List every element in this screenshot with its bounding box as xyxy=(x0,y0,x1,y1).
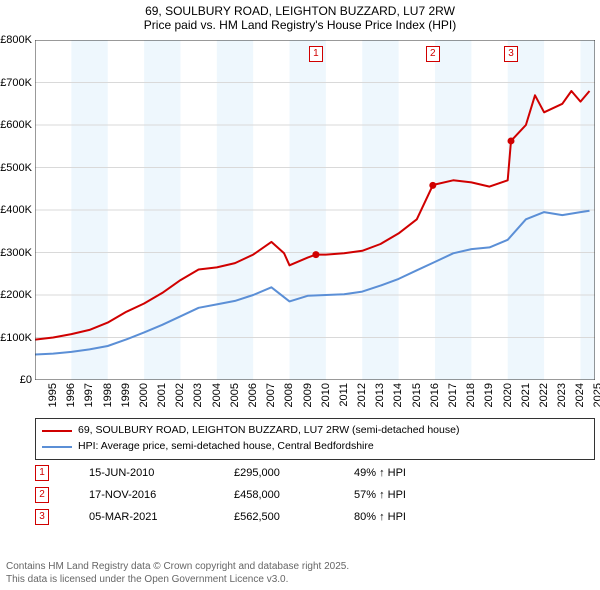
sales-row: 3 05-MAR-2021 £562,500 80% ↑ HPI xyxy=(35,506,595,528)
chart-marker: 3 xyxy=(504,46,518,62)
chart-marker: 1 xyxy=(309,46,323,62)
x-tick-label: 2022 xyxy=(538,383,550,407)
title-line2: Price paid vs. HM Land Registry's House … xyxy=(0,18,600,32)
y-tick-label: £600K xyxy=(0,119,32,131)
x-tick-label: 2020 xyxy=(502,383,514,407)
x-tick-label: 2009 xyxy=(302,383,314,407)
y-tick-label: £700K xyxy=(0,77,32,89)
x-tick-label: 2024 xyxy=(575,383,587,407)
x-tick-label: 2023 xyxy=(556,383,568,407)
x-tick-label: 2003 xyxy=(193,383,205,407)
sale-hpi: 80% ↑ HPI xyxy=(354,511,464,523)
legend-swatch-price xyxy=(42,430,72,432)
sale-marker: 1 xyxy=(35,465,49,481)
title-line1: 69, SOULBURY ROAD, LEIGHTON BUZZARD, LU7… xyxy=(0,4,600,18)
x-tick-label: 2000 xyxy=(138,383,150,407)
sale-date: 17-NOV-2016 xyxy=(89,489,194,501)
x-tick-label: 2012 xyxy=(356,383,368,407)
sale-price: £562,500 xyxy=(234,511,314,523)
chart-title: 69, SOULBURY ROAD, LEIGHTON BUZZARD, LU7… xyxy=(0,0,600,35)
x-tick-label: 2001 xyxy=(156,383,168,407)
price-chart: £0£100K£200K£300K£400K£500K£600K£700K£80… xyxy=(35,40,595,380)
sale-hpi: 49% ↑ HPI xyxy=(354,467,464,479)
sale-hpi: 57% ↑ HPI xyxy=(354,489,464,501)
sales-row: 1 15-JUN-2010 £295,000 49% ↑ HPI xyxy=(35,462,595,484)
x-tick-label: 2010 xyxy=(320,383,332,407)
x-tick-label: 2018 xyxy=(465,383,477,407)
footer-line2: This data is licensed under the Open Gov… xyxy=(6,573,594,586)
sale-marker: 2 xyxy=(35,487,49,503)
x-tick-label: 2013 xyxy=(375,383,387,407)
y-tick-label: £400K xyxy=(0,204,32,216)
x-tick-label: 2015 xyxy=(411,383,423,407)
sales-table: 1 15-JUN-2010 £295,000 49% ↑ HPI 2 17-NO… xyxy=(35,462,595,528)
sale-date: 05-MAR-2021 xyxy=(89,511,194,523)
x-tick-label: 2014 xyxy=(393,383,405,407)
x-tick-label: 1999 xyxy=(120,383,132,407)
y-tick-label: £800K xyxy=(0,34,32,46)
x-tick-label: 2004 xyxy=(211,383,223,407)
sale-marker: 3 xyxy=(35,509,49,525)
x-tick-label: 2017 xyxy=(447,383,459,407)
x-tick-label: 2008 xyxy=(284,383,296,407)
y-tick-label: £300K xyxy=(0,247,32,259)
footer: Contains HM Land Registry data © Crown c… xyxy=(6,560,594,586)
footer-line1: Contains HM Land Registry data © Crown c… xyxy=(6,560,594,573)
x-tick-label: 2007 xyxy=(265,383,277,407)
legend-swatch-hpi xyxy=(42,446,72,448)
sale-price: £295,000 xyxy=(234,467,314,479)
x-tick-label: 2002 xyxy=(175,383,187,407)
legend-row-price: 69, SOULBURY ROAD, LEIGHTON BUZZARD, LU7… xyxy=(42,423,588,439)
x-tick-label: 1998 xyxy=(102,383,114,407)
legend: 69, SOULBURY ROAD, LEIGHTON BUZZARD, LU7… xyxy=(35,418,595,460)
sale-date: 15-JUN-2010 xyxy=(89,467,194,479)
chart-marker: 2 xyxy=(426,46,440,62)
x-tick-label: 2005 xyxy=(229,383,241,407)
x-tick-label: 2006 xyxy=(247,383,259,407)
sale-price: £458,000 xyxy=(234,489,314,501)
legend-row-hpi: HPI: Average price, semi-detached house,… xyxy=(42,439,588,455)
y-tick-label: £500K xyxy=(0,162,32,174)
x-tick-label: 1995 xyxy=(47,383,59,407)
y-tick-label: £200K xyxy=(0,289,32,301)
x-tick-label: 2019 xyxy=(484,383,496,407)
x-tick-label: 1996 xyxy=(65,383,77,407)
x-tick-label: 2021 xyxy=(520,383,532,407)
y-tick-label: £100K xyxy=(0,332,32,344)
legend-label-hpi: HPI: Average price, semi-detached house,… xyxy=(78,439,374,455)
x-tick-label: 2016 xyxy=(429,383,441,407)
x-tick-label: 2025 xyxy=(593,383,600,407)
y-tick-label: £0 xyxy=(20,374,32,386)
x-tick-label: 1997 xyxy=(84,383,96,407)
x-tick-label: 2011 xyxy=(338,383,350,407)
legend-label-price: 69, SOULBURY ROAD, LEIGHTON BUZZARD, LU7… xyxy=(78,423,459,439)
sales-row: 2 17-NOV-2016 £458,000 57% ↑ HPI xyxy=(35,484,595,506)
